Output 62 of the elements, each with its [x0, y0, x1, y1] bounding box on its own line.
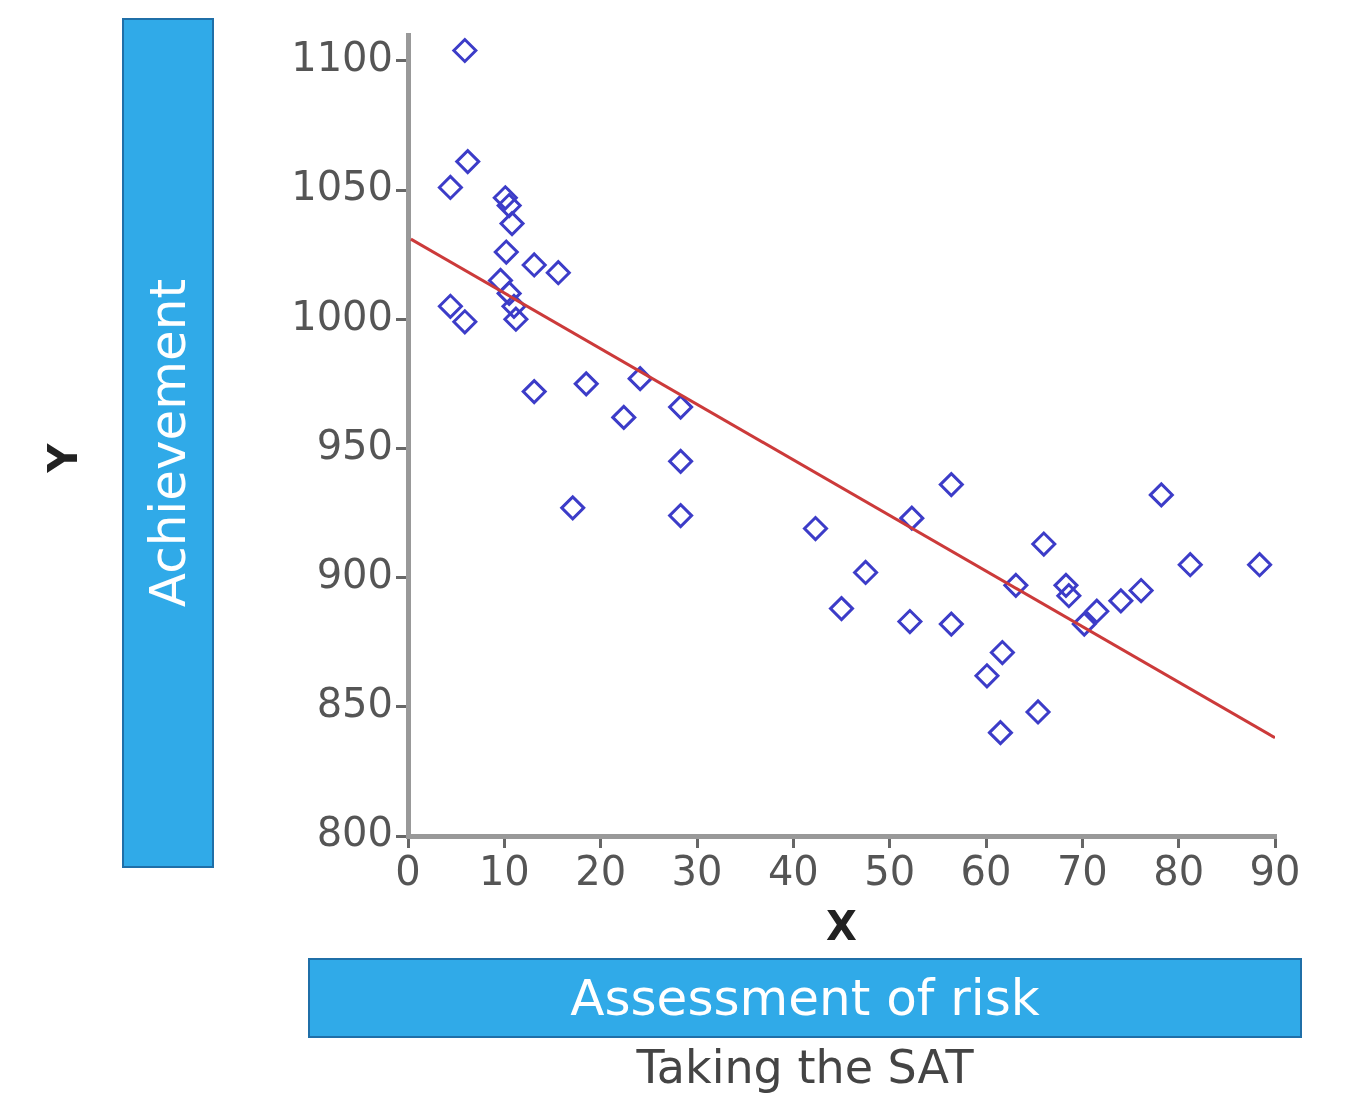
point: [897, 609, 923, 635]
y-tick-label: 950: [316, 421, 393, 468]
x-tick-label: 0: [395, 848, 421, 895]
point: [802, 516, 828, 542]
point: [611, 404, 637, 430]
point: [492, 185, 518, 211]
x-tick-label: 30: [671, 848, 723, 895]
point: [452, 38, 478, 63]
point: [493, 239, 519, 265]
point: [938, 611, 964, 637]
x-tick-label: 60: [960, 848, 1012, 895]
point: [560, 495, 586, 521]
point: [829, 596, 854, 622]
y-tick-label: 850: [316, 680, 393, 727]
point: [1148, 482, 1174, 508]
point: [1128, 578, 1154, 604]
point: [1084, 598, 1110, 624]
text: Assessment of risk: [308, 958, 1302, 1038]
point: [437, 174, 463, 200]
text: Taking the SAT: [635, 1040, 975, 1094]
point: [545, 260, 571, 286]
x-tick-label: 10: [478, 848, 530, 895]
point: [987, 720, 1013, 746]
y-tick-label: 1000: [291, 292, 393, 339]
point: [499, 211, 525, 237]
x-tick-label: 80: [1153, 848, 1205, 895]
point: [1177, 552, 1203, 578]
point: [437, 293, 463, 319]
point: [1108, 588, 1134, 614]
point: [974, 663, 1000, 689]
point: [1053, 572, 1079, 598]
point: [503, 306, 529, 332]
point: [521, 252, 547, 278]
x-axis-title: X: [826, 903, 858, 950]
point: [1071, 611, 1097, 637]
point: [668, 394, 694, 420]
point: [668, 448, 694, 474]
y-tick-label: 1050: [291, 163, 393, 210]
point: [853, 559, 879, 585]
x-tick-label: 40: [767, 848, 819, 895]
y-tick-label: 800: [316, 809, 393, 856]
point: [1031, 531, 1057, 557]
point: [573, 371, 599, 397]
point: [496, 280, 522, 306]
point: [668, 503, 694, 529]
point: [452, 309, 478, 335]
text: Achievement: [139, 278, 197, 608]
x-tick-label: 70: [1056, 848, 1108, 895]
x-tick-label: 20: [575, 848, 627, 895]
x-tick-label: 90: [1249, 848, 1301, 895]
text: Y: [40, 443, 86, 473]
point: [1056, 583, 1082, 609]
x-tick-label: 50: [864, 848, 916, 895]
point: [989, 640, 1015, 666]
y-tick-label: 900: [316, 551, 393, 597]
point: [1025, 699, 1051, 725]
point: [1247, 552, 1273, 578]
y-tick-label: 1100: [291, 34, 393, 81]
point: [938, 472, 964, 498]
point: [455, 149, 481, 175]
point: [496, 193, 522, 219]
point: [521, 379, 547, 405]
